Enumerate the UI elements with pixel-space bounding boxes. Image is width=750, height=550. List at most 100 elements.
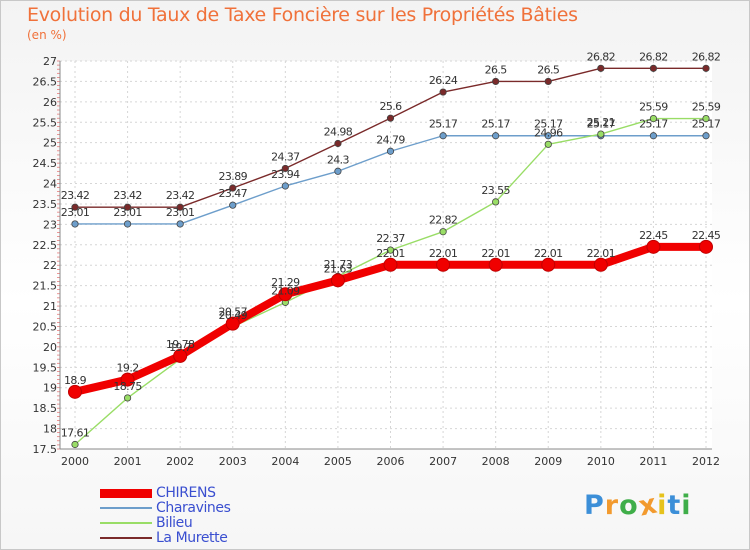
data-point-charavines — [229, 201, 237, 209]
data-point-bilieu — [386, 246, 395, 254]
data-point-charavines — [334, 167, 342, 175]
logo-letter: r — [604, 490, 620, 521]
data-label-chirens: 21.63 — [324, 262, 353, 275]
data-label-charavines: 23.94 — [271, 168, 300, 181]
data-label-chirens: 22.01 — [534, 247, 563, 260]
legend-label: La Murette — [156, 530, 228, 546]
data-point-la-murette — [649, 64, 658, 72]
x-tick-label: 2001 — [114, 455, 142, 468]
y-tick-label: 24 — [43, 178, 57, 191]
data-label-la-murette: 25.6 — [379, 100, 402, 113]
data-point-la-murette — [702, 64, 710, 72]
data-point-chirens — [593, 257, 608, 272]
data-point-charavines — [544, 132, 552, 140]
data-point-chirens — [541, 257, 556, 272]
data-point-charavines — [649, 132, 658, 140]
data-label-charavines: 24.79 — [376, 133, 405, 146]
legend-swatch — [100, 537, 152, 539]
data-label-charavines: 25.17 — [481, 118, 510, 131]
data-point-bilieu — [649, 114, 658, 123]
data-point-chirens — [383, 257, 398, 272]
y-tick-label: 20.5 — [33, 320, 58, 333]
y-tick-label: 21.5 — [33, 280, 58, 293]
data-label-la-murette: 26.5 — [537, 63, 560, 76]
data-point-charavines — [123, 220, 132, 228]
x-tick-label: 2012 — [692, 455, 720, 468]
data-label-chirens: 19.2 — [117, 362, 139, 375]
x-tick-label: 2010 — [587, 455, 615, 468]
data-point-bilieu — [71, 440, 79, 449]
legend-item: Charavines — [100, 500, 320, 516]
data-point-la-murette — [439, 88, 447, 96]
data-label-la-murette: 24.98 — [324, 126, 353, 139]
data-point-la-murette — [597, 64, 605, 72]
data-point-chirens — [173, 348, 188, 363]
data-point-bilieu — [702, 114, 710, 123]
y-tick-label: 19.5 — [33, 361, 58, 374]
data-point-la-murette — [544, 77, 552, 86]
legend-swatch — [100, 522, 152, 524]
legend-swatch — [100, 489, 152, 498]
y-tick-label: 22.5 — [33, 239, 58, 252]
data-point-charavines — [71, 220, 79, 228]
data-point-chirens — [225, 316, 240, 331]
y-tick-label: 22 — [43, 259, 57, 272]
data-point-charavines — [281, 182, 289, 190]
x-tick-label: 2002 — [166, 455, 194, 468]
data-point-la-murette — [176, 203, 184, 211]
legend-item: La Murette — [100, 530, 320, 546]
chart-title: Evolution du Taux de Taxe Foncière sur l… — [27, 4, 578, 26]
data-point-chirens — [436, 257, 451, 272]
legend-label: Bilieu — [156, 515, 193, 531]
data-label-la-murette: 23.42 — [166, 189, 195, 202]
legend-swatch — [100, 507, 152, 509]
data-label-chirens: 22.01 — [429, 247, 458, 260]
data-label-chirens: 22.45 — [692, 229, 721, 242]
data-point-charavines — [386, 147, 395, 155]
y-axis-unit: (en %) — [27, 28, 67, 42]
y-tick-label: 24.5 — [33, 157, 58, 170]
data-label-chirens: 19.78 — [166, 338, 195, 351]
data-label-chirens: 18.9 — [64, 374, 87, 387]
data-label-charavines: 25.17 — [587, 118, 616, 131]
data-label-chirens: 20.57 — [219, 306, 248, 319]
data-label-charavines: 25.17 — [534, 118, 563, 131]
data-point-la-murette — [334, 139, 342, 148]
data-point-la-murette — [229, 184, 237, 192]
data-label-chirens: 22.01 — [587, 247, 616, 260]
y-tick-label: 20 — [43, 341, 57, 354]
data-label-bilieu: 22.37 — [376, 232, 405, 245]
logo-letter: P — [584, 490, 605, 521]
data-label-chirens: 22.01 — [376, 247, 405, 260]
logo-letter: i — [681, 490, 692, 521]
legend-item: CHIRENS — [100, 485, 320, 501]
data-point-bilieu — [123, 394, 132, 402]
y-tick-label: 26 — [43, 96, 57, 109]
x-tick-label: 2007 — [429, 455, 457, 468]
x-tick-label: 2011 — [639, 455, 667, 468]
data-point-bilieu — [597, 130, 605, 138]
data-point-la-murette — [71, 203, 79, 211]
data-label-chirens: 22.45 — [639, 229, 668, 242]
y-tick-label: 23 — [43, 218, 57, 231]
data-label-bilieu: 24.96 — [534, 126, 563, 139]
data-label-la-murette: 24.37 — [271, 150, 300, 163]
data-label-la-murette: 26.82 — [587, 50, 616, 63]
x-tick-label: 2008 — [482, 455, 510, 468]
y-tick-label: 23.5 — [33, 198, 58, 211]
y-tick-label: 25.5 — [33, 116, 58, 129]
data-label-bilieu: 21.73 — [324, 258, 353, 271]
data-label-bilieu: 25.59 — [639, 101, 668, 114]
data-label-charavines: 23.01 — [166, 206, 195, 219]
data-label-chirens: 22.01 — [481, 247, 510, 260]
data-point-charavines — [492, 132, 500, 140]
data-point-chirens — [699, 239, 713, 254]
data-label-bilieu: 18.75 — [113, 380, 142, 393]
data-label-bilieu: 19.7 — [169, 341, 192, 354]
x-tick-label: 2000 — [61, 455, 89, 468]
x-tick-label: 2004 — [271, 455, 299, 468]
plot-area — [60, 61, 712, 449]
proxiti-logo: Proxiti — [584, 488, 692, 522]
data-label-la-murette: 26.24 — [429, 74, 458, 87]
